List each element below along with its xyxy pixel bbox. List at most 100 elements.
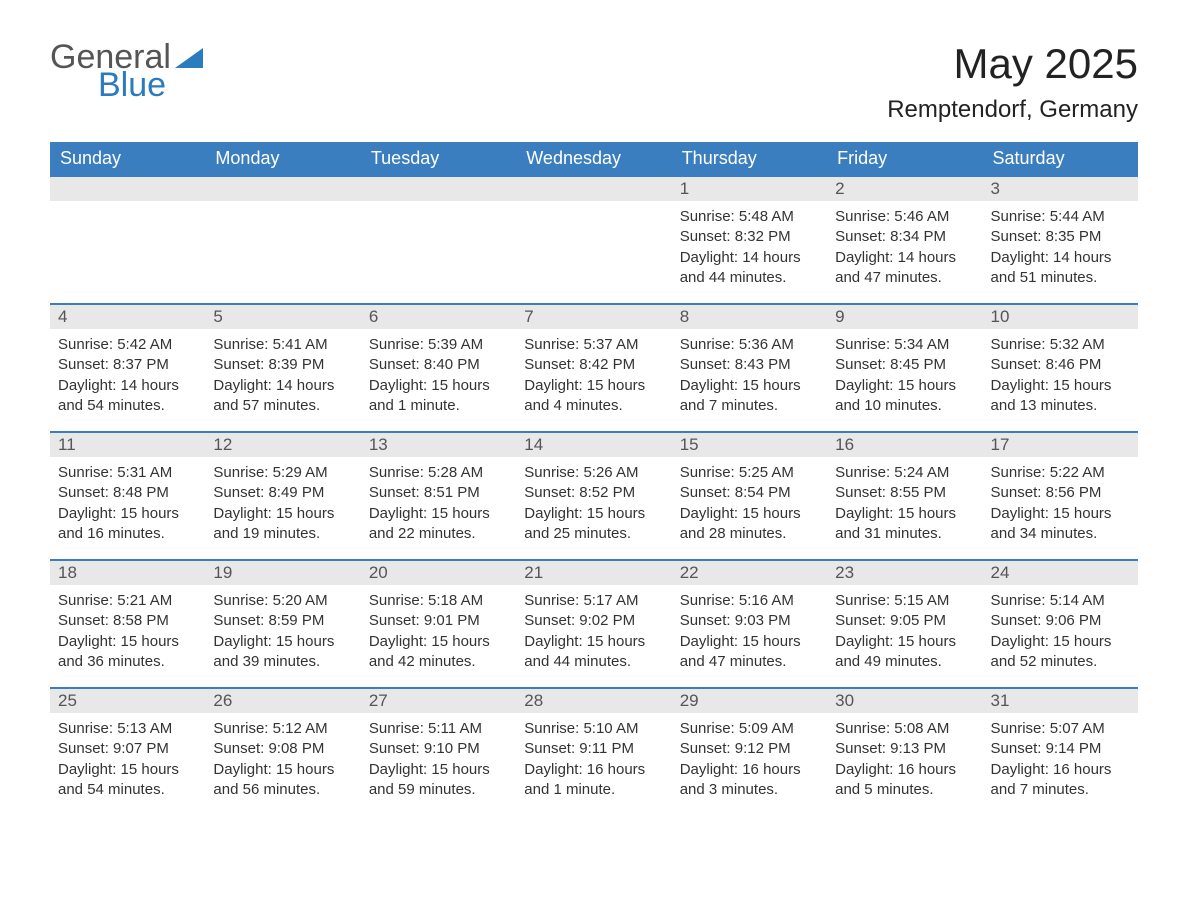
day-number: 4 — [50, 305, 205, 329]
sunrise-line: Sunrise: 5:32 AM — [991, 335, 1130, 355]
sunrise-line: Sunrise: 5:28 AM — [369, 463, 508, 483]
day-body: Sunrise: 5:18 AMSunset: 9:01 PMDaylight:… — [361, 585, 516, 676]
day-number-empty — [205, 177, 360, 201]
sunrise-line: Sunrise: 5:14 AM — [991, 591, 1130, 611]
day-header: Tuesday — [361, 142, 516, 176]
header: General Blue May 2025 Remptendorf, Germa… — [50, 40, 1138, 124]
daylight-line: Daylight: 14 hours and 51 minutes. — [991, 248, 1130, 289]
daylight-line: Daylight: 15 hours and 54 minutes. — [58, 760, 197, 801]
sunset-line: Sunset: 9:06 PM — [991, 611, 1130, 631]
day-number: 2 — [827, 177, 982, 201]
day-number: 9 — [827, 305, 982, 329]
day-number: 6 — [361, 305, 516, 329]
daylight-line: Daylight: 15 hours and 13 minutes. — [991, 376, 1130, 417]
calendar-cell: 7Sunrise: 5:37 AMSunset: 8:42 PMDaylight… — [516, 304, 671, 432]
sunset-line: Sunset: 8:51 PM — [369, 483, 508, 503]
day-header: Monday — [205, 142, 360, 176]
sunrise-line: Sunrise: 5:44 AM — [991, 207, 1130, 227]
day-body: Sunrise: 5:41 AMSunset: 8:39 PMDaylight:… — [205, 329, 360, 420]
day-body: Sunrise: 5:13 AMSunset: 9:07 PMDaylight:… — [50, 713, 205, 804]
calendar-cell: 10Sunrise: 5:32 AMSunset: 8:46 PMDayligh… — [983, 304, 1138, 432]
daylight-line: Daylight: 15 hours and 44 minutes. — [524, 632, 663, 673]
sunrise-line: Sunrise: 5:34 AM — [835, 335, 974, 355]
calendar-cell: 24Sunrise: 5:14 AMSunset: 9:06 PMDayligh… — [983, 560, 1138, 688]
calendar-cell: 2Sunrise: 5:46 AMSunset: 8:34 PMDaylight… — [827, 176, 982, 304]
calendar-cell: 16Sunrise: 5:24 AMSunset: 8:55 PMDayligh… — [827, 432, 982, 560]
sunrise-line: Sunrise: 5:09 AM — [680, 719, 819, 739]
calendar-cell: 1Sunrise: 5:48 AMSunset: 8:32 PMDaylight… — [672, 176, 827, 304]
sunrise-line: Sunrise: 5:24 AM — [835, 463, 974, 483]
sunrise-line: Sunrise: 5:39 AM — [369, 335, 508, 355]
day-number: 1 — [672, 177, 827, 201]
sunrise-line: Sunrise: 5:36 AM — [680, 335, 819, 355]
day-body: Sunrise: 5:20 AMSunset: 8:59 PMDaylight:… — [205, 585, 360, 676]
day-body: Sunrise: 5:15 AMSunset: 9:05 PMDaylight:… — [827, 585, 982, 676]
calendar-cell — [205, 176, 360, 304]
location-label: Remptendorf, Germany — [887, 96, 1138, 124]
sunrise-line: Sunrise: 5:37 AM — [524, 335, 663, 355]
day-body: Sunrise: 5:39 AMSunset: 8:40 PMDaylight:… — [361, 329, 516, 420]
sunrise-line: Sunrise: 5:26 AM — [524, 463, 663, 483]
calendar-cell: 17Sunrise: 5:22 AMSunset: 8:56 PMDayligh… — [983, 432, 1138, 560]
calendar-table: Sunday Monday Tuesday Wednesday Thursday… — [50, 142, 1138, 816]
sunset-line: Sunset: 9:03 PM — [680, 611, 819, 631]
sunset-line: Sunset: 8:45 PM — [835, 355, 974, 375]
daylight-line: Daylight: 15 hours and 31 minutes. — [835, 504, 974, 545]
sunrise-line: Sunrise: 5:07 AM — [991, 719, 1130, 739]
calendar-cell: 11Sunrise: 5:31 AMSunset: 8:48 PMDayligh… — [50, 432, 205, 560]
calendar-cell: 6Sunrise: 5:39 AMSunset: 8:40 PMDaylight… — [361, 304, 516, 432]
day-body: Sunrise: 5:29 AMSunset: 8:49 PMDaylight:… — [205, 457, 360, 548]
day-number: 11 — [50, 433, 205, 457]
calendar-cell — [50, 176, 205, 304]
sunrise-line: Sunrise: 5:12 AM — [213, 719, 352, 739]
day-body: Sunrise: 5:08 AMSunset: 9:13 PMDaylight:… — [827, 713, 982, 804]
logo: General Blue — [50, 40, 203, 102]
sunrise-line: Sunrise: 5:15 AM — [835, 591, 974, 611]
sunset-line: Sunset: 8:40 PM — [369, 355, 508, 375]
calendar-cell: 21Sunrise: 5:17 AMSunset: 9:02 PMDayligh… — [516, 560, 671, 688]
day-header: Thursday — [672, 142, 827, 176]
sunset-line: Sunset: 9:01 PM — [369, 611, 508, 631]
calendar-body: 1Sunrise: 5:48 AMSunset: 8:32 PMDaylight… — [50, 176, 1138, 816]
calendar-cell: 27Sunrise: 5:11 AMSunset: 9:10 PMDayligh… — [361, 688, 516, 816]
logo-triangle-icon — [175, 40, 203, 74]
day-number: 25 — [50, 689, 205, 713]
sunrise-line: Sunrise: 5:22 AM — [991, 463, 1130, 483]
day-number: 10 — [983, 305, 1138, 329]
day-number: 27 — [361, 689, 516, 713]
calendar-week-row: 11Sunrise: 5:31 AMSunset: 8:48 PMDayligh… — [50, 432, 1138, 560]
day-body: Sunrise: 5:16 AMSunset: 9:03 PMDaylight:… — [672, 585, 827, 676]
day-number: 8 — [672, 305, 827, 329]
sunset-line: Sunset: 8:54 PM — [680, 483, 819, 503]
day-number-empty — [361, 177, 516, 201]
daylight-line: Daylight: 15 hours and 56 minutes. — [213, 760, 352, 801]
calendar-week-row: 1Sunrise: 5:48 AMSunset: 8:32 PMDaylight… — [50, 176, 1138, 304]
daylight-line: Daylight: 14 hours and 44 minutes. — [680, 248, 819, 289]
sunrise-line: Sunrise: 5:46 AM — [835, 207, 974, 227]
day-number: 14 — [516, 433, 671, 457]
calendar-cell: 25Sunrise: 5:13 AMSunset: 9:07 PMDayligh… — [50, 688, 205, 816]
daylight-line: Daylight: 15 hours and 19 minutes. — [213, 504, 352, 545]
day-body: Sunrise: 5:09 AMSunset: 9:12 PMDaylight:… — [672, 713, 827, 804]
calendar-cell: 18Sunrise: 5:21 AMSunset: 8:58 PMDayligh… — [50, 560, 205, 688]
calendar-week-row: 4Sunrise: 5:42 AMSunset: 8:37 PMDaylight… — [50, 304, 1138, 432]
day-number: 20 — [361, 561, 516, 585]
daylight-line: Daylight: 15 hours and 10 minutes. — [835, 376, 974, 417]
sunset-line: Sunset: 8:59 PM — [213, 611, 352, 631]
sunset-line: Sunset: 9:05 PM — [835, 611, 974, 631]
day-number: 19 — [205, 561, 360, 585]
sunrise-line: Sunrise: 5:20 AM — [213, 591, 352, 611]
calendar-cell: 30Sunrise: 5:08 AMSunset: 9:13 PMDayligh… — [827, 688, 982, 816]
sunset-line: Sunset: 8:42 PM — [524, 355, 663, 375]
sunset-line: Sunset: 8:34 PM — [835, 227, 974, 247]
calendar-cell: 14Sunrise: 5:26 AMSunset: 8:52 PMDayligh… — [516, 432, 671, 560]
sunset-line: Sunset: 8:32 PM — [680, 227, 819, 247]
day-body: Sunrise: 5:22 AMSunset: 8:56 PMDaylight:… — [983, 457, 1138, 548]
day-number: 21 — [516, 561, 671, 585]
sunset-line: Sunset: 8:37 PM — [58, 355, 197, 375]
day-body: Sunrise: 5:17 AMSunset: 9:02 PMDaylight:… — [516, 585, 671, 676]
sunrise-line: Sunrise: 5:41 AM — [213, 335, 352, 355]
daylight-line: Daylight: 15 hours and 47 minutes. — [680, 632, 819, 673]
day-body: Sunrise: 5:42 AMSunset: 8:37 PMDaylight:… — [50, 329, 205, 420]
sunset-line: Sunset: 8:55 PM — [835, 483, 974, 503]
